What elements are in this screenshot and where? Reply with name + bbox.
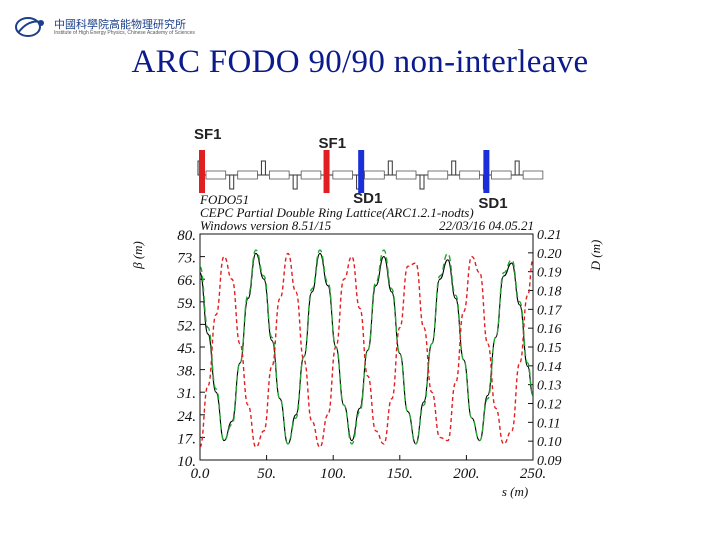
magnet-marker-sd1 — [358, 150, 365, 193]
magnet-label-sf1: SF1 — [193, 126, 222, 143]
dipole-element — [491, 170, 512, 180]
y-tick-label: 17. — [177, 431, 196, 447]
quadrupole-element — [260, 160, 266, 176]
y2-tick-label: 0.21 — [537, 228, 562, 243]
y2-tick-label: 0.12 — [537, 398, 562, 413]
y-tick-label: 66. — [177, 273, 196, 289]
magnet-label-sd1: SD1 — [478, 195, 508, 212]
institute-emblem-icon — [15, 17, 44, 37]
dipole-element — [395, 170, 417, 180]
y2-tick-label: 0.15 — [537, 341, 562, 356]
plot-header-line: Windows version 8.51/15 — [200, 218, 332, 233]
y-tick-label: 73. — [177, 251, 196, 267]
y2-tick-label: 0.18 — [537, 285, 562, 300]
plot-header-line: CEPC Partial Double Ring Lattice(ARC1.2.… — [200, 205, 474, 220]
x-axis-label: s (m) — [502, 484, 528, 499]
y-tick-label: 24. — [177, 409, 196, 425]
dipole-element — [205, 170, 227, 180]
plot-series — [199, 249, 534, 448]
y-tick-label: 10. — [177, 454, 196, 470]
plot-axes: 10. 17. 24. 31. 38. 45. 52. 59. 66. 73. 80. 0.09 0.1… — [130, 228, 603, 499]
y2-tick-label: 0.16 — [537, 322, 562, 337]
magnet-marker-sf1 — [323, 150, 330, 193]
y-axis-label: β (m) — [130, 241, 145, 270]
logo-english-text: Institute of High Energy Physics, Chines… — [54, 30, 195, 36]
series-curve-2 — [199, 252, 534, 448]
x-tick-label: 200. — [453, 466, 479, 482]
dipole-element — [300, 170, 322, 180]
dipole-element — [459, 170, 480, 180]
plot-header-line: 22/03/16 04.05.21 — [439, 218, 534, 233]
x-tick-label: 50. — [257, 466, 276, 482]
y-tick-label: 38. — [176, 364, 196, 380]
quadrupole-element — [451, 160, 457, 176]
quadrupole-element — [387, 160, 393, 176]
dipole-element — [364, 170, 385, 180]
magnet-marker-sf1 — [198, 150, 205, 193]
y2-tick-label: 0.14 — [537, 360, 562, 375]
magnet-label-sf1: SF1 — [318, 135, 347, 152]
series-curve-1 — [199, 249, 534, 445]
magnet-markers — [198, 150, 490, 193]
y-tick-label: 80. — [177, 228, 196, 244]
x-tick-label: 0.0 — [191, 466, 210, 482]
quadrupole-element — [292, 174, 298, 190]
y-tick-label: 31. — [176, 386, 196, 402]
quadrupole-element — [229, 174, 235, 190]
magnet-marker-sd1 — [483, 150, 490, 193]
y2-tick-label: 0.09 — [537, 454, 562, 469]
dipole-element — [237, 170, 258, 180]
dipole-element — [332, 170, 353, 180]
plot-header-line: FODO51 — [199, 192, 249, 207]
slide-title: ARC FODO 90/90 non-interleave — [131, 44, 589, 80]
dipole-element — [427, 170, 449, 180]
dipole-element — [522, 170, 544, 180]
y2-tick-label: 0.19 — [537, 266, 562, 281]
quadrupole-element — [514, 160, 520, 176]
x-tick-label: 100. — [320, 466, 346, 482]
x-tick-label: 150. — [387, 466, 413, 482]
y2-tick-label: 0.17 — [537, 303, 563, 318]
x-tick-label: 250. — [520, 466, 546, 482]
quadrupole-element — [419, 174, 425, 190]
y2-tick-label: 0.11 — [537, 416, 560, 431]
y2-axis-label: D (m) — [588, 240, 603, 272]
institute-logo: 中國科學院高能物理研究所 Institute of High Energy Ph… — [14, 14, 195, 40]
series-curve-0 — [199, 252, 534, 445]
logo-chinese-text: 中國科學院高能物理研究所 — [54, 18, 186, 31]
magnet-label-sd1: SD1 — [353, 190, 383, 207]
y-tick-label: 59. — [177, 296, 196, 312]
y2-tick-label: 0.10 — [537, 435, 562, 450]
y-tick-label: 52. — [177, 318, 196, 334]
y2-tick-label: 0.13 — [537, 379, 562, 394]
y-tick-label: 45. — [177, 341, 196, 357]
y2-tick-label: 0.20 — [537, 247, 562, 262]
dipole-element — [269, 170, 290, 180]
lattice-layout — [197, 160, 544, 190]
